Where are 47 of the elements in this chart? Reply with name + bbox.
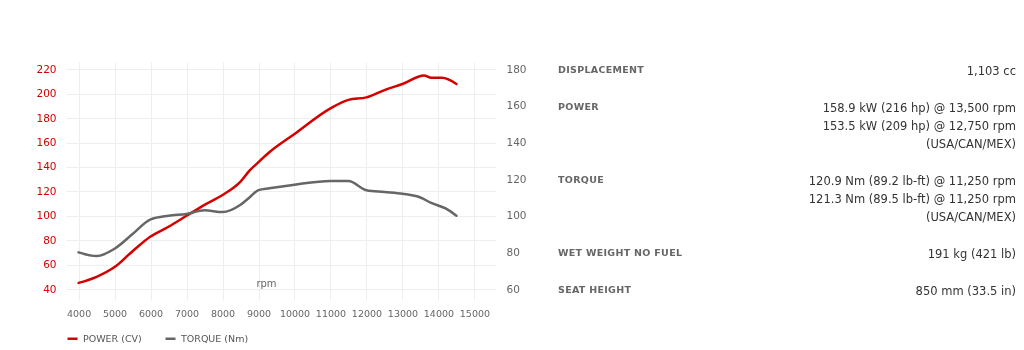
category-label: TORQUE	[558, 173, 604, 187]
x-tick-label: 9000	[246, 307, 272, 319]
y-tick-label: 200	[36, 87, 57, 100]
x-axis-title: rpm	[256, 277, 277, 289]
x-tick-label: 10000	[279, 307, 311, 319]
line-series	[77, 179, 458, 258]
y2-tick-label: 120	[506, 172, 527, 185]
y-tick-label: 140	[36, 160, 57, 173]
y2-tick-label: 80	[506, 245, 520, 258]
text: 850 mm (33.5 in)	[915, 284, 1016, 298]
category-label: WET WEIGHT NO FUEL	[558, 246, 683, 260]
y-tick-label: 80	[43, 233, 57, 246]
x-tick-label: 13000	[387, 307, 419, 319]
y2-tick-label: 100	[506, 209, 527, 222]
y2-tick-label: 60	[506, 282, 520, 295]
x-tick-label: 7000	[174, 307, 200, 319]
y-tick-label: 180	[36, 111, 57, 124]
text: 191 kg (421 lb)	[927, 247, 1016, 261]
x-tick-label: 6000	[138, 307, 164, 319]
text: 158.9 kW (216 hp) @ 13,500 rpm	[822, 101, 1016, 115]
y-tick-label: 60	[43, 258, 57, 271]
y-tick-label: 100	[36, 209, 57, 222]
y2-tick-label: 140	[506, 136, 527, 149]
y2-tick-label: 180	[506, 62, 527, 75]
text: (USA/CAN/MEX)	[925, 137, 1016, 151]
x-tick-label: 14000	[423, 307, 455, 319]
category-label: SEAT HEIGHT	[558, 283, 632, 297]
x-tick-label: 8000	[210, 307, 236, 319]
category-label: DISPLACEMENT	[558, 63, 645, 77]
legend-label: POWER (CV)	[83, 332, 142, 344]
x-tick-label: 11000	[315, 307, 347, 319]
text: 121.3 Nm (89.5 lb-ft) @ 11,250 rpm	[808, 192, 1016, 206]
y-tick-label: 220	[36, 62, 57, 75]
text: 1,103 cc	[966, 64, 1016, 78]
text: (USA/CAN/MEX)	[925, 210, 1016, 224]
x-tick-label: 5000	[102, 307, 128, 319]
legend-label: TORQUE (Nm)	[180, 332, 249, 344]
category-label: POWER	[558, 100, 599, 114]
y-tick-label: 160	[36, 136, 57, 149]
text: 153.5 kW (209 hp) @ 12,750 rpm	[822, 119, 1016, 133]
y2-tick-label: 160	[506, 99, 527, 112]
y-tick-label: 120	[36, 184, 57, 197]
x-tick-label: 15000	[459, 307, 491, 319]
x-tick-label: 4000	[67, 307, 92, 319]
text: 120.9 Nm (89.2 lb-ft) @ 11,250 rpm	[808, 174, 1016, 188]
x-tick-label: 12000	[351, 307, 383, 319]
y-tick-label: 40	[43, 282, 57, 295]
